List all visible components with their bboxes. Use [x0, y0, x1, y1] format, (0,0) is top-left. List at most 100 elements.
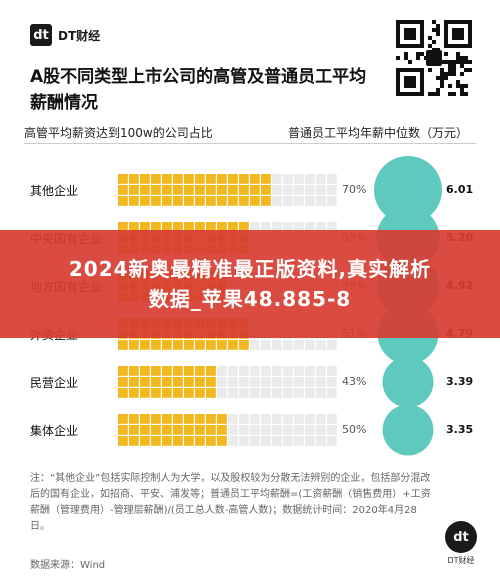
bar-cell-filled — [206, 377, 216, 387]
bar-cell-empty — [294, 185, 304, 195]
bar-cell-filled — [228, 196, 238, 206]
footnote: 注：“其他企业”包括实际控制人为大学，以及股权较为分散无法辨别的企业，包括部分混… — [30, 473, 431, 532]
bar-cell-filled — [195, 414, 205, 424]
bar-cell-filled — [140, 388, 150, 398]
bar-cell-empty — [294, 340, 304, 350]
brand-logo-text: DT财经 — [58, 28, 101, 43]
bar-cell-filled — [151, 388, 161, 398]
bar-cell-filled — [118, 377, 128, 387]
bar-cell-empty — [305, 377, 315, 387]
bar-cell-filled — [184, 436, 194, 446]
bar-cell-filled — [173, 340, 183, 350]
bar-cell-empty — [272, 222, 282, 232]
bar-cell-empty — [316, 185, 326, 195]
bar-cell-filled — [206, 425, 216, 435]
bar-cell-empty — [327, 366, 337, 376]
category-label: 其他企业 — [30, 184, 79, 198]
bar-cell-filled — [206, 196, 216, 206]
bar-cell-empty — [272, 377, 282, 387]
bar-cell-empty — [305, 185, 315, 195]
bar-cell-empty — [294, 196, 304, 206]
bar-cell-filled — [129, 222, 139, 232]
bar-cell-filled — [140, 196, 150, 206]
data-source: 数据来源：Wind — [30, 560, 106, 571]
bar-cell-filled — [162, 414, 172, 424]
salary-label: 3.39 — [446, 375, 474, 388]
bar-cell-filled — [162, 185, 172, 195]
bar-cell-empty — [327, 388, 337, 398]
bar-cell-filled — [195, 366, 205, 376]
bar-cell-empty — [228, 388, 238, 398]
bar-cell-empty — [228, 436, 238, 446]
bar-cell-filled — [140, 340, 150, 350]
bar-cell-filled — [239, 185, 249, 195]
bar-cell-empty — [305, 414, 315, 424]
bar-cell-empty — [272, 340, 282, 350]
bar-cell-filled — [195, 425, 205, 435]
bar-cell-filled — [162, 196, 172, 206]
bar-cell-filled — [140, 377, 150, 387]
bar-cell-filled — [140, 425, 150, 435]
salary-bubble — [382, 356, 434, 408]
bar-cell-empty — [261, 377, 271, 387]
bar-cell-filled — [129, 366, 139, 376]
bar-cell-filled — [118, 436, 128, 446]
bar-cell-empty — [239, 436, 249, 446]
bar-cell-empty — [283, 425, 293, 435]
bar-cell-empty — [250, 222, 260, 232]
bar-cell-filled — [129, 388, 139, 398]
bar-cell-empty — [272, 366, 282, 376]
bar-cell-empty — [250, 340, 260, 350]
bar-cell-empty — [228, 425, 238, 435]
bar-cell-filled — [173, 185, 183, 195]
bar-cell-filled — [206, 174, 216, 184]
bar-cell-filled — [151, 222, 161, 232]
bar-cell-filled — [173, 174, 183, 184]
bar-cell-empty — [272, 436, 282, 446]
bar-cell-filled — [118, 196, 128, 206]
bar-cell-filled — [261, 185, 271, 195]
salary-label: 3.35 — [446, 423, 474, 436]
bar-cell-empty — [261, 388, 271, 398]
bar-cell-empty — [294, 174, 304, 184]
bar-cell-empty — [316, 222, 326, 232]
bar-cell-filled — [173, 388, 183, 398]
bar-cell-filled — [173, 366, 183, 376]
bar-cell-empty — [316, 414, 326, 424]
bar-cell-empty — [294, 425, 304, 435]
bar-cell-filled — [118, 340, 128, 350]
bar-cell-empty — [294, 436, 304, 446]
bar-cell-filled — [129, 340, 139, 350]
bar-cell-filled — [239, 340, 249, 350]
bar-cell-filled — [118, 388, 128, 398]
bar-cell-empty — [305, 366, 315, 376]
bar-cell-filled — [195, 436, 205, 446]
bar-cell-empty — [294, 222, 304, 232]
percent-label: 43% — [342, 375, 367, 388]
bar-cell-empty — [261, 414, 271, 424]
bar-cell-empty — [272, 414, 282, 424]
bar-cell-empty — [327, 436, 337, 446]
salary-label: 6.01 — [446, 183, 474, 196]
bar-cell-filled — [118, 414, 128, 424]
bar-cell-filled — [118, 425, 128, 435]
bar-cell-empty — [316, 174, 326, 184]
bar-cell-filled — [206, 185, 216, 195]
bar-cell-filled — [217, 222, 227, 232]
bar-cell-filled — [206, 366, 216, 376]
bar-cell-filled — [140, 366, 150, 376]
salary-bubble — [382, 404, 434, 456]
percent-label: 70% — [342, 183, 367, 196]
bar-cell-filled — [151, 340, 161, 350]
bar-cell-empty — [316, 366, 326, 376]
bar-cell-empty — [294, 388, 304, 398]
bar-cell-filled — [173, 222, 183, 232]
bar-cell-empty — [283, 377, 293, 387]
footer-logo-mark: dt — [445, 521, 477, 553]
bar-cell-filled — [162, 377, 172, 387]
bar-cell-empty — [272, 174, 282, 184]
bar-cell-filled — [228, 340, 238, 350]
bar-cell-empty — [283, 366, 293, 376]
bar-cell-empty — [305, 174, 315, 184]
bar-cell-filled — [173, 377, 183, 387]
